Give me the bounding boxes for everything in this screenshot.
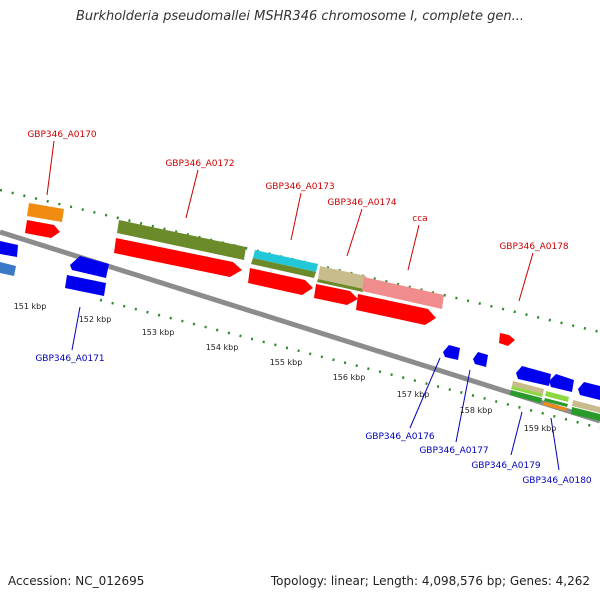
label-gbp346-a0174[interactable]: GBP346_A0174	[327, 198, 397, 208]
feature-gbp346-a0173-gene[interactable]	[248, 268, 313, 295]
feature-gbp346-a0177[interactable]	[473, 352, 488, 367]
reverse-strand-dotted-track	[99, 298, 600, 430]
feature-gbp346-a0180-gene[interactable]	[543, 402, 567, 411]
leader-cca	[407, 224, 420, 271]
label-cca[interactable]: cca	[412, 214, 427, 224]
leader-a0172	[185, 169, 199, 219]
accession-text: Accession: NC_012695	[8, 574, 145, 588]
tick-label-155: 155 kbp	[270, 358, 303, 367]
label-gbp346-a0178[interactable]: GBP346_A0178	[499, 242, 569, 252]
feature-gbp346-a0179[interactable]	[512, 381, 544, 394]
leader-a0178	[518, 252, 534, 302]
leader-a0180	[550, 417, 560, 471]
feature-gbp346-a0180-sub[interactable]	[544, 398, 568, 407]
tick-label-152: 152 kbp	[79, 315, 112, 324]
feature-gbp346-a0172[interactable]	[117, 220, 246, 260]
leader-a0177	[455, 369, 471, 443]
feature-gbp346-a0174[interactable]	[318, 266, 366, 289]
reverse-features	[65, 256, 600, 421]
label-gbp346-a0172[interactable]: GBP346_A0172	[165, 159, 234, 169]
leader-a0170	[46, 140, 55, 196]
label-gbp346-a0176[interactable]: GBP346_A0176	[365, 432, 435, 442]
label-gbp346-a0170[interactable]: GBP346_A0170	[27, 130, 97, 140]
tick-label-153: 153 kbp	[142, 328, 175, 337]
feature-gbp346-a0172-gene[interactable]	[114, 238, 242, 277]
feature-gbp346-a0170[interactable]	[27, 203, 64, 222]
feature-gbp346-a0171-gene[interactable]	[65, 275, 106, 296]
feature-gbp346-a0176[interactable]	[443, 345, 460, 360]
feature-cca-gene[interactable]	[356, 294, 436, 325]
top-label-leaders	[46, 140, 534, 302]
tick-label-151: 151 kbp	[14, 302, 47, 311]
feature-gbp346-a0173-sub[interactable]	[251, 258, 316, 278]
leader-a0176	[409, 357, 441, 429]
feature-gbp346-a0174-gene[interactable]	[314, 284, 358, 305]
label-gbp346-a0177[interactable]: GBP346_A0177	[419, 446, 488, 456]
feature-gbp346-a0173[interactable]	[253, 250, 318, 272]
tick-label-156: 156 kbp	[333, 373, 366, 382]
leader-a0171	[71, 306, 81, 351]
bottom-label-leaders	[71, 306, 560, 471]
feature-gbp346-a0174-sub[interactable]	[317, 279, 364, 292]
feature-gbp346-a0179-sub[interactable]	[511, 386, 543, 397]
feature-left-forward[interactable]	[0, 241, 18, 257]
feature-right-rev[interactable]	[572, 400, 600, 413]
topology-summary: Topology: linear; Length: 4,098,576 bp; …	[270, 574, 590, 588]
forward-features	[0, 203, 515, 346]
feature-right-rev-2[interactable]	[571, 407, 600, 421]
feature-gbp346-a0178[interactable]	[499, 333, 515, 346]
label-gbp346-a0179[interactable]: GBP346_A0179	[471, 461, 541, 471]
feature-rev-c[interactable]	[578, 382, 600, 400]
leader-a0179	[510, 411, 523, 456]
tick-label-158: 158 kbp	[460, 406, 493, 415]
feature-gbp346-a0179-gene[interactable]	[510, 390, 542, 403]
feature-cca[interactable]	[362, 277, 444, 309]
map-title: Burkholderia pseudomallei MSHR346 chromo…	[75, 9, 525, 24]
feature-gbp346-a0171[interactable]	[70, 256, 109, 278]
tick-label-159: 159 kbp	[524, 424, 557, 433]
label-gbp346-a0180[interactable]: GBP346_A0180	[522, 476, 592, 486]
tick-label-157: 157 kbp	[397, 390, 430, 399]
label-gbp346-a0171[interactable]: GBP346_A0171	[35, 354, 104, 364]
feature-rev-a[interactable]	[516, 366, 551, 386]
feature-left-forward-2[interactable]	[0, 262, 16, 276]
feature-rev-b[interactable]	[549, 374, 574, 392]
label-gbp346-a0173[interactable]: GBP346_A0173	[265, 182, 334, 192]
tick-label-154: 154 kbp	[206, 343, 239, 352]
leader-a0173	[290, 192, 302, 241]
feature-gbp346-a0170-gene[interactable]	[25, 220, 60, 238]
leader-a0174	[346, 208, 363, 257]
feature-gbp346-a0180[interactable]	[545, 391, 569, 402]
